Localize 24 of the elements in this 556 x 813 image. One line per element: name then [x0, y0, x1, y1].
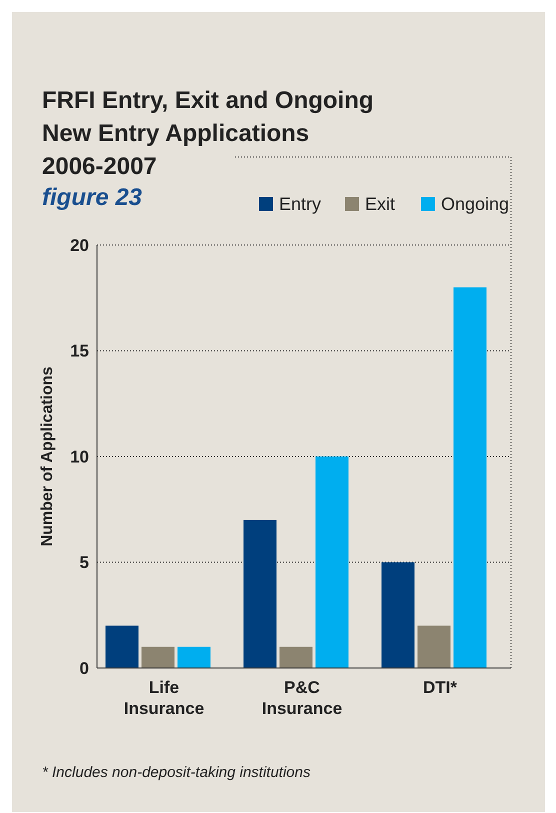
bar	[178, 646, 210, 668]
y-tick-label: 20	[70, 236, 89, 255]
bar	[142, 646, 174, 668]
chart-subtitle: figure 23	[42, 184, 143, 211]
bar	[418, 626, 450, 668]
y-tick-label: 5	[80, 553, 89, 572]
x-tick-label: DTI*	[423, 678, 458, 697]
bar	[280, 646, 312, 668]
legend-label: Entry	[279, 194, 322, 214]
bar	[382, 562, 414, 668]
y-tick-label: 15	[70, 342, 89, 361]
y-tick-label: 10	[70, 447, 89, 466]
legend-label: Exit	[365, 194, 396, 214]
bar	[244, 520, 276, 668]
bar	[454, 287, 486, 668]
bar	[106, 626, 138, 668]
chart-title: FRFI Entry, Exit and Ongoing New Entry Applications 2006-2007	[42, 87, 374, 180]
bar	[316, 456, 348, 668]
legend-label: Ongoing	[441, 194, 510, 214]
x-tick-label: Life Insurance	[124, 678, 204, 718]
y-axis-title: Number of Applications	[39, 366, 56, 546]
y-tick-label: 0	[80, 658, 89, 678]
x-tick-label: P&C Insurance	[262, 678, 342, 718]
text: * Includes non-deposit-taking institutions	[42, 764, 311, 781]
